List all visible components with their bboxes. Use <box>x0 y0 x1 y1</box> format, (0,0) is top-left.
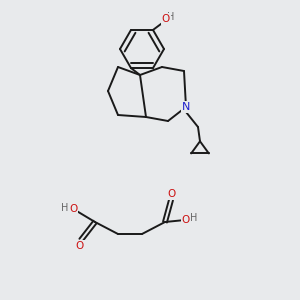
Text: O: O <box>69 204 77 214</box>
Text: H: H <box>167 12 175 22</box>
Text: O: O <box>162 14 170 24</box>
Text: O: O <box>76 241 84 251</box>
Text: N: N <box>182 102 190 112</box>
Text: O: O <box>182 215 190 225</box>
Text: O: O <box>168 189 176 199</box>
Text: H: H <box>61 203 69 213</box>
Text: H: H <box>190 213 198 223</box>
